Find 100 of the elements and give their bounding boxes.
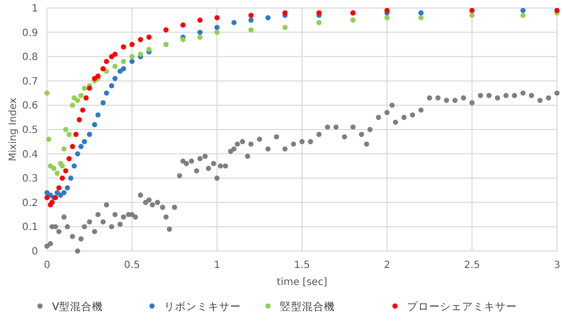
x-tick-label: 2: [384, 260, 390, 271]
point: [86, 132, 92, 137]
y-tick-label: 0.3: [22, 174, 38, 185]
x-tick-label: 1: [214, 260, 220, 271]
legend-label: リボンミキサー: [164, 301, 241, 313]
point: [112, 64, 118, 69]
point: [60, 163, 65, 169]
point: [66, 156, 72, 162]
y-tick-label: 1: [32, 4, 38, 14]
point: [70, 102, 76, 108]
y-tick-label: 0.1: [22, 222, 38, 234]
point: [350, 18, 356, 23]
point: [120, 66, 126, 72]
point: [72, 163, 77, 169]
point: [163, 27, 169, 32]
point: [70, 144, 76, 150]
x-tick-label: 2.5: [464, 260, 480, 271]
point: [180, 22, 186, 28]
point: [129, 42, 135, 48]
point: [248, 12, 254, 18]
point: [214, 24, 220, 30]
point: [214, 15, 220, 20]
point: [120, 58, 126, 64]
point: [44, 90, 50, 96]
point: [265, 15, 271, 20]
point: [282, 24, 288, 30]
point: [316, 10, 322, 16]
point: [75, 98, 80, 103]
point: [138, 36, 144, 42]
point: [100, 100, 106, 106]
point: [78, 144, 84, 150]
point: [95, 112, 101, 118]
point: [197, 18, 203, 23]
legend-label: プローシェアミキサー: [407, 300, 517, 313]
point: [418, 10, 424, 16]
point: [520, 8, 526, 14]
point: [80, 107, 86, 113]
point: [56, 185, 62, 190]
point: [76, 117, 82, 122]
x-tick-label: 3: [554, 260, 560, 271]
point: [129, 54, 135, 60]
y-tick-label: 0.6: [22, 100, 38, 112]
point: [146, 46, 152, 52]
legend-label: V型混合機: [52, 300, 104, 313]
point: [316, 20, 322, 26]
point: [469, 12, 475, 18]
point: [82, 86, 87, 91]
point: [54, 170, 60, 176]
point: [104, 90, 110, 96]
point: [73, 132, 78, 137]
point: [104, 58, 110, 64]
point: [384, 8, 390, 14]
point: [82, 139, 87, 144]
point: [418, 15, 424, 20]
point: [248, 27, 254, 32]
y-tick-label: 0.9: [22, 28, 38, 39]
point: [86, 86, 92, 91]
point: [95, 73, 101, 79]
point: [63, 168, 68, 174]
point: [44, 194, 50, 200]
point: [60, 176, 65, 181]
point: [197, 30, 203, 35]
point: [46, 136, 52, 142]
y-tick-label: 0: [32, 246, 38, 258]
y-tick-label: 0.5: [22, 125, 38, 136]
x-tick-label: 0: [44, 260, 50, 271]
point: [61, 146, 67, 152]
y-tick-label: 0.2: [22, 198, 38, 209]
point: [63, 126, 68, 132]
point: [384, 15, 390, 20]
point: [248, 18, 254, 23]
point: [231, 20, 237, 26]
point: [112, 52, 118, 57]
point: [109, 83, 114, 88]
y-axis-title: Mixing Index: [8, 98, 19, 162]
point: [78, 92, 84, 98]
point: [520, 12, 526, 18]
point: [129, 58, 135, 64]
legend-label: 竪型混合機: [280, 300, 335, 313]
y-tick-label: 0.7: [22, 76, 38, 88]
point: [68, 176, 74, 181]
point: [112, 76, 118, 82]
x-tick-label: 1.5: [294, 260, 310, 271]
point: [138, 52, 144, 57]
point: [50, 200, 55, 205]
point: [146, 34, 152, 40]
point: [84, 95, 89, 101]
point: [61, 190, 67, 196]
point: [64, 185, 70, 190]
point: [75, 151, 80, 156]
point: [197, 34, 203, 40]
point: [180, 36, 186, 42]
y-tick-label: 0.4: [22, 149, 38, 160]
point: [282, 10, 288, 16]
point: [66, 132, 72, 137]
point: [214, 30, 220, 35]
point: [51, 166, 56, 171]
point: [92, 122, 98, 128]
point: [120, 44, 126, 50]
point: [100, 66, 106, 72]
